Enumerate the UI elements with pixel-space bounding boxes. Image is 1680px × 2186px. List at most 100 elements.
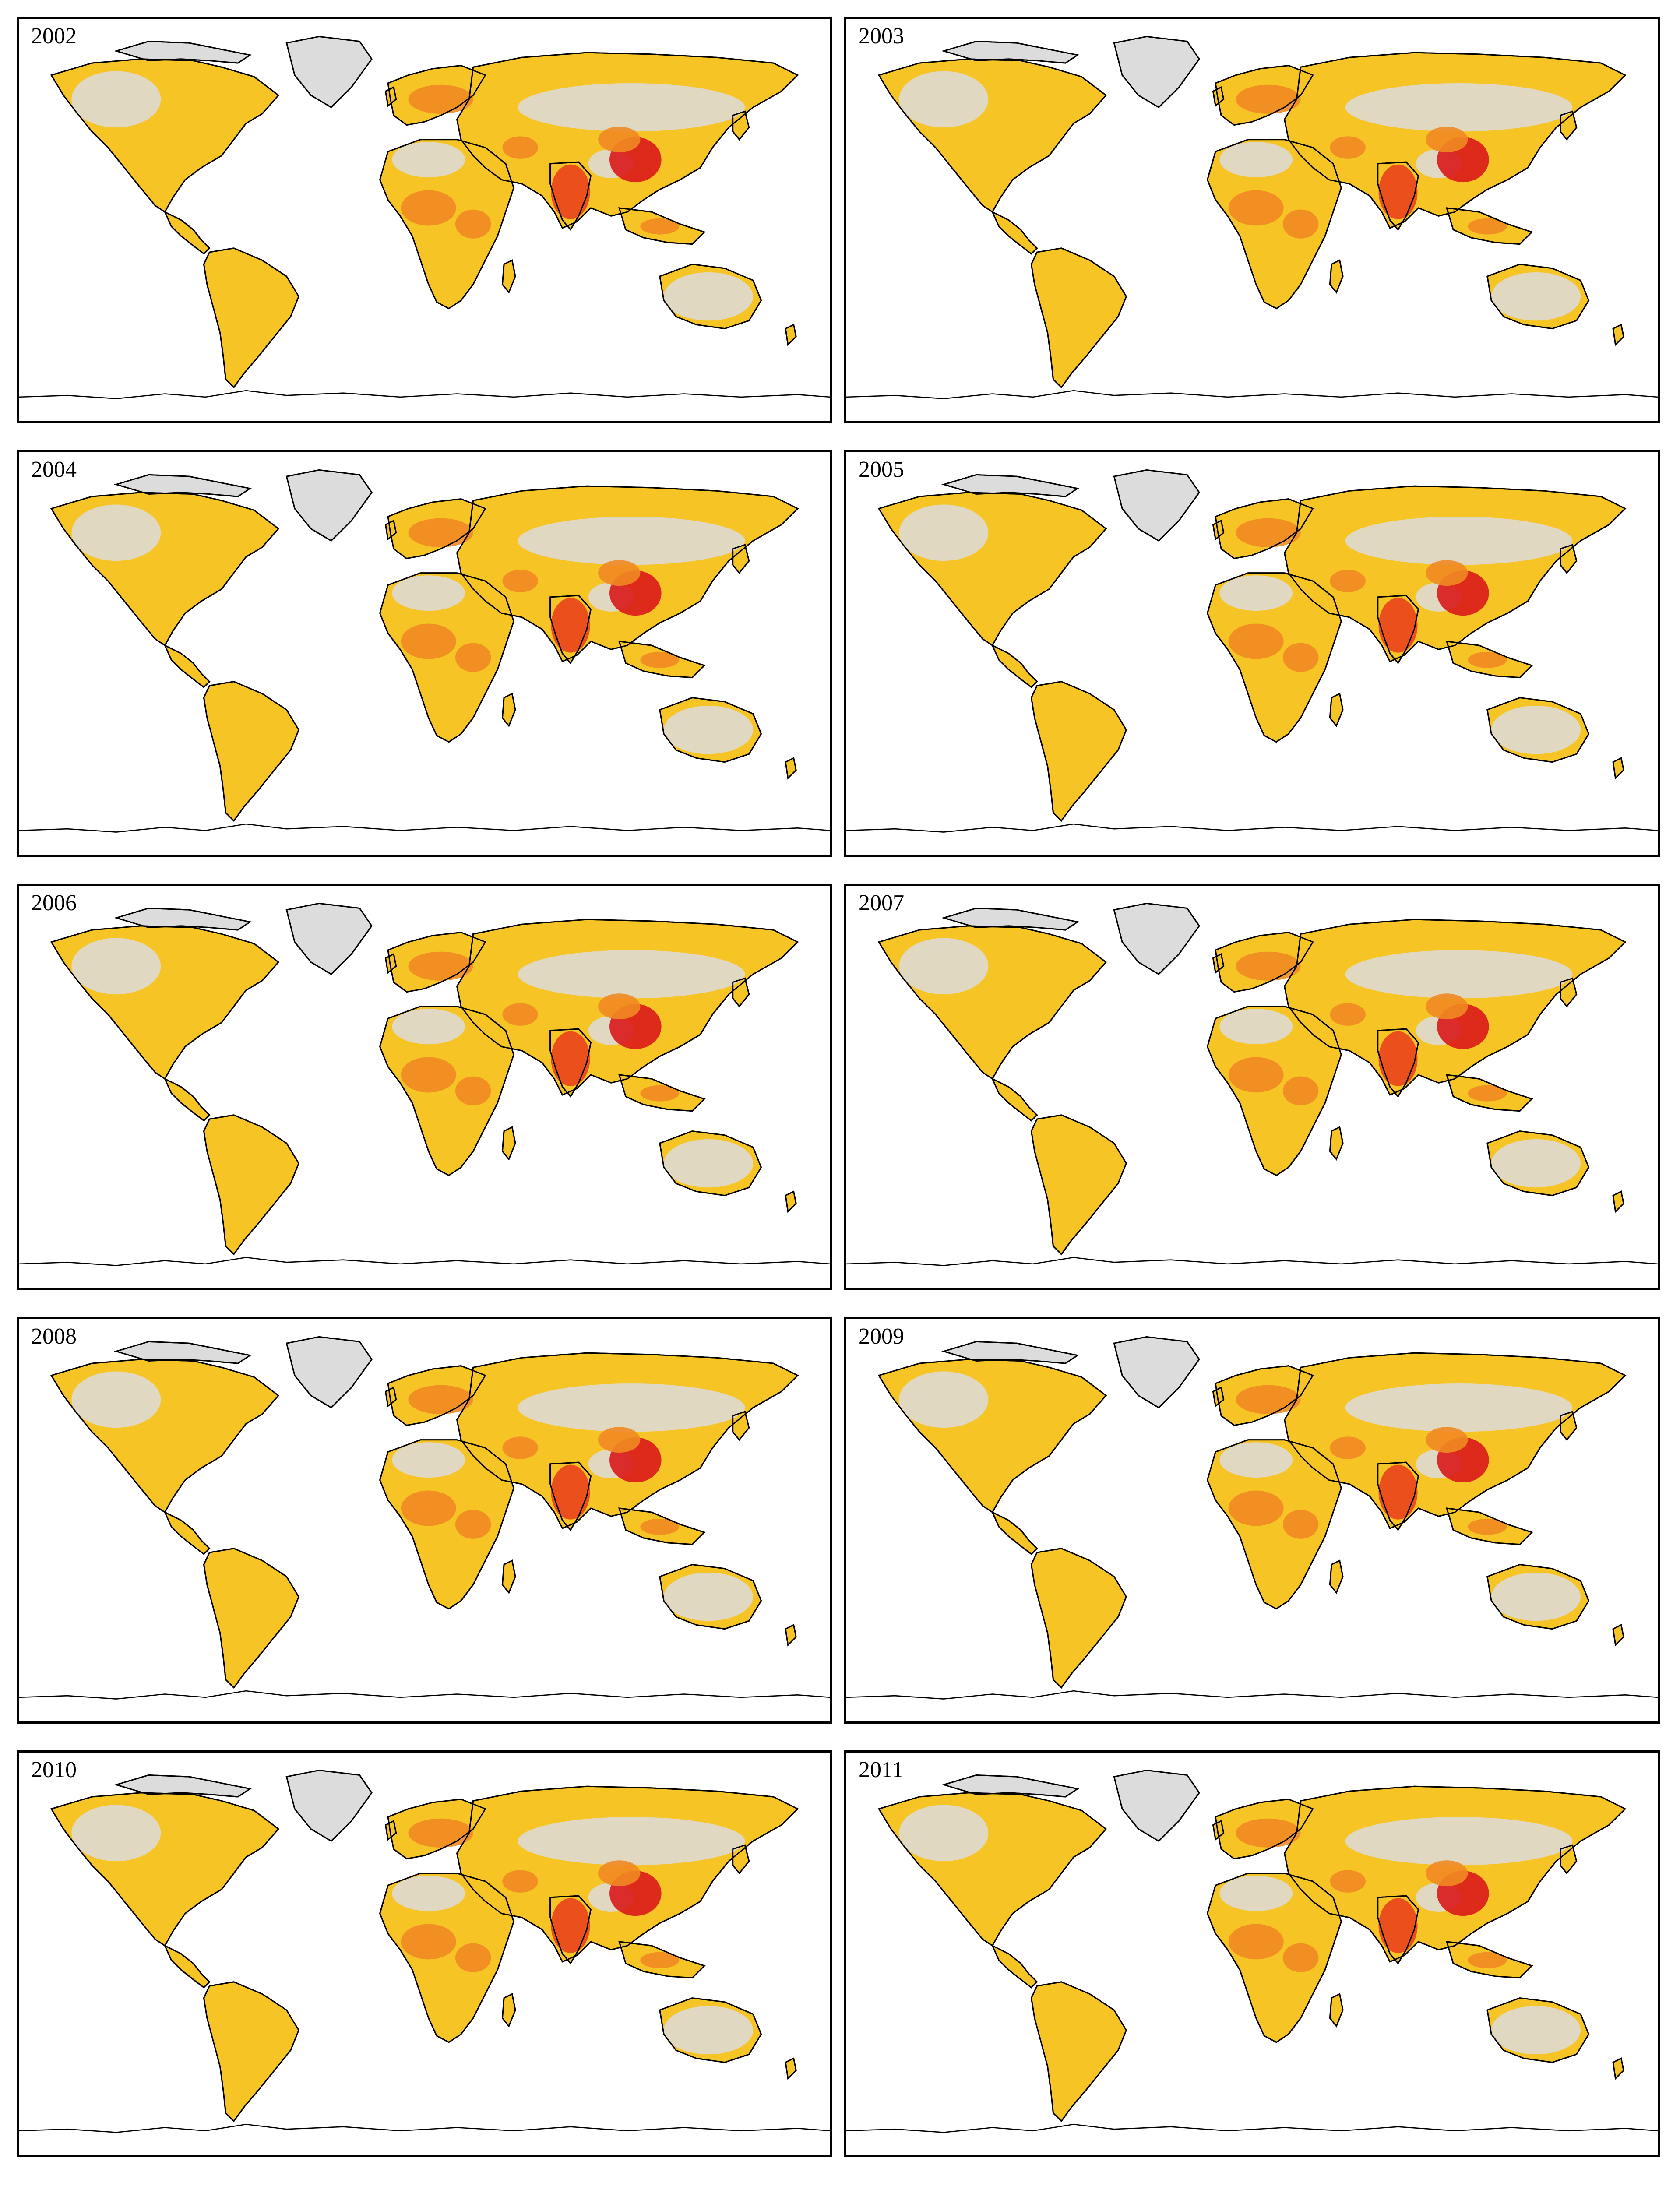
coastline bbox=[1446, 207, 1533, 245]
coastline bbox=[1215, 932, 1314, 993]
no-data-region bbox=[664, 1139, 753, 1188]
intensity-hotspot bbox=[1468, 1085, 1507, 1102]
intensity-hotspot bbox=[1228, 190, 1284, 226]
landmass-camerica bbox=[163, 210, 211, 255]
coastline bbox=[379, 572, 514, 743]
coastline bbox=[1329, 1993, 1344, 2028]
world-map bbox=[846, 902, 1658, 1266]
intensity-hotspot bbox=[502, 1436, 538, 1459]
no-data-region bbox=[1219, 1009, 1293, 1045]
landmass-camerica bbox=[991, 644, 1038, 688]
no-data-region bbox=[1491, 2006, 1581, 2055]
coastline bbox=[1329, 1559, 1344, 1594]
coastline bbox=[785, 757, 797, 780]
no-data-region bbox=[1345, 950, 1573, 999]
coastline bbox=[203, 247, 299, 389]
coastline bbox=[501, 1126, 516, 1161]
intensity-hotspot bbox=[640, 1952, 680, 1968]
landmass-camerica bbox=[991, 1510, 1038, 1555]
no-data-region bbox=[392, 142, 465, 178]
coastline bbox=[785, 324, 797, 346]
landmass-samerica bbox=[203, 1548, 299, 1689]
intensity-hotspot bbox=[551, 598, 590, 653]
coastline bbox=[1329, 693, 1344, 727]
intensity-hotspot bbox=[1282, 643, 1319, 672]
coastline bbox=[384, 86, 397, 107]
intensity-hotspot bbox=[1426, 1860, 1468, 1887]
coastline bbox=[501, 693, 516, 727]
coastline bbox=[163, 210, 211, 255]
coastline bbox=[285, 902, 373, 975]
map-panel-2005: 2005 bbox=[844, 450, 1660, 857]
coastline bbox=[1207, 139, 1342, 310]
no-data-region bbox=[392, 1009, 465, 1045]
intensity-hotspot bbox=[1228, 1057, 1284, 1093]
no-data-region bbox=[1219, 142, 1293, 178]
no-data-region bbox=[518, 1817, 745, 1866]
landmass-samerica bbox=[1030, 1114, 1127, 1256]
coastline bbox=[387, 498, 486, 560]
coastline bbox=[877, 1792, 1107, 1947]
landmass-greenland bbox=[1113, 902, 1200, 975]
coastline bbox=[1560, 977, 1578, 1008]
no-data-region bbox=[1345, 83, 1573, 132]
intensity-hotspot bbox=[401, 1924, 456, 1960]
coastline bbox=[732, 1844, 750, 1875]
coastline bbox=[1215, 65, 1314, 126]
no-data-region bbox=[1219, 1442, 1293, 1478]
antarctica-coastline bbox=[19, 2123, 830, 2133]
coastline bbox=[456, 52, 799, 229]
coastline bbox=[203, 1548, 299, 1689]
intensity-hotspot bbox=[1330, 570, 1366, 592]
intensity-hotspot bbox=[598, 1860, 641, 1887]
no-data-region bbox=[518, 83, 745, 132]
landmass-greenland bbox=[285, 1336, 373, 1409]
landmass-samerica bbox=[203, 1981, 299, 2123]
coastline bbox=[1207, 572, 1342, 743]
antarctica-coastline bbox=[846, 1690, 1658, 1700]
intensity-hotspot bbox=[598, 993, 641, 1020]
no-data-region bbox=[71, 71, 161, 128]
panel-year-label: 2011 bbox=[859, 1757, 904, 1782]
intensity-hotspot bbox=[502, 136, 538, 159]
coastline bbox=[1329, 1126, 1344, 1161]
coastline bbox=[1377, 161, 1419, 231]
intensity-hotspot bbox=[401, 623, 456, 659]
coastline bbox=[1486, 697, 1590, 763]
intensity-hotspot bbox=[401, 1490, 456, 1526]
coastline bbox=[1284, 485, 1627, 662]
coastline bbox=[618, 1507, 706, 1545]
intensity-hotspot bbox=[640, 1085, 680, 1102]
coastline bbox=[1377, 595, 1419, 665]
coastline bbox=[1212, 86, 1225, 107]
coastline bbox=[501, 1559, 516, 1594]
world-map bbox=[846, 1336, 1658, 1700]
coastline bbox=[549, 595, 592, 665]
intensity-hotspot bbox=[1228, 1924, 1284, 1960]
coastline bbox=[387, 1799, 486, 1860]
no-data-region bbox=[392, 575, 465, 611]
coastline bbox=[1215, 498, 1314, 560]
coastline bbox=[549, 1461, 592, 1531]
intensity-hotspot bbox=[455, 1943, 491, 1972]
map-panel-2009: 2009 bbox=[844, 1317, 1660, 1724]
coastline bbox=[1612, 1190, 1624, 1213]
coastline bbox=[1446, 641, 1533, 679]
coastline bbox=[549, 161, 592, 231]
coastline bbox=[732, 977, 750, 1008]
no-data-region bbox=[899, 504, 989, 561]
antarctica-coastline bbox=[846, 2123, 1658, 2133]
coastline bbox=[456, 919, 799, 1096]
coastline bbox=[1212, 953, 1225, 974]
coastline bbox=[163, 1944, 211, 1989]
no-data-region bbox=[1491, 705, 1581, 754]
landmass-camerica bbox=[163, 1944, 211, 1989]
intensity-hotspot bbox=[551, 1464, 590, 1520]
intensity-hotspot bbox=[502, 1003, 538, 1026]
intensity-hotspot bbox=[1282, 1510, 1319, 1539]
no-data-region bbox=[392, 1442, 465, 1478]
coastline bbox=[659, 1130, 762, 1197]
world-map bbox=[846, 469, 1658, 833]
intensity-hotspot bbox=[551, 1898, 590, 1953]
landmass-camerica bbox=[163, 1077, 211, 1122]
